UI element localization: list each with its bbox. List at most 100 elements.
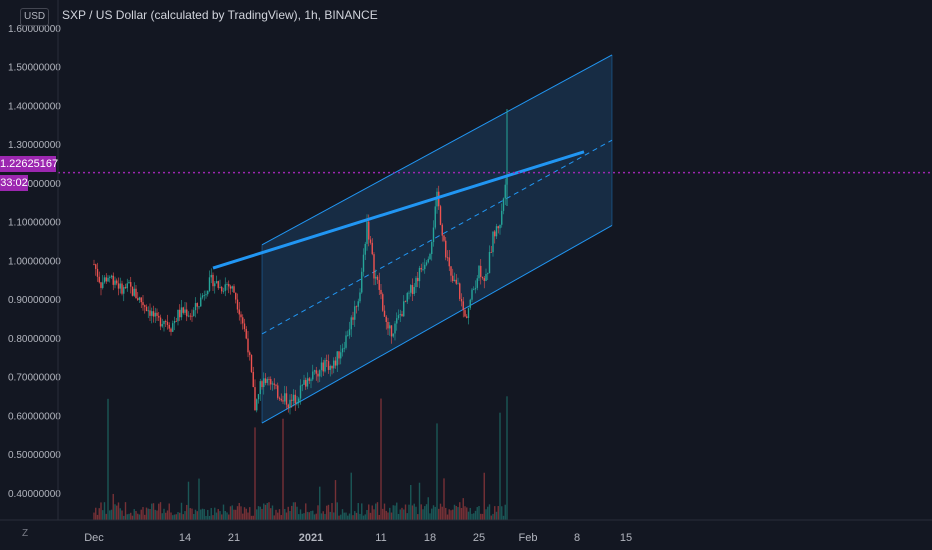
volume-bar [256,509,258,520]
volume-bar [462,498,464,520]
currency-badge[interactable]: USD [20,8,50,26]
volume-bar [250,515,253,520]
volume-bar [445,507,447,520]
volume-bar [289,511,291,520]
volume-bar [177,512,179,520]
candle-body [273,383,275,385]
candle-body [305,380,307,387]
candle-body [492,231,494,253]
volume-bar [252,515,254,520]
candle-body [366,221,368,244]
candle-body [256,399,258,411]
volume-bar [331,503,333,520]
volume-bar [137,513,139,520]
candle-body [404,301,407,303]
candle-body [298,398,300,402]
volume-bar [438,508,440,520]
candle-body [420,267,422,270]
candle-body [494,231,496,237]
volume-bar [182,514,184,520]
volume-bar [140,509,142,520]
candle-body [362,254,365,272]
candle-body [483,278,485,281]
volume-bar [298,514,300,520]
candle-body [231,286,233,289]
candle-body [445,240,447,258]
candle-body [368,221,370,240]
candle-body [291,399,293,401]
candle-body [469,299,471,308]
volume-bar [439,503,442,520]
candle-body [452,275,454,282]
volume-bar [497,506,499,520]
candle-body [238,309,240,315]
volume-bar [480,513,482,520]
volume-bar [354,511,356,520]
candle-body [275,384,277,386]
candle-body [357,301,359,307]
volume-bar [119,508,121,520]
volume-bar [154,509,156,520]
candle-body [158,315,160,318]
candle-body [142,302,144,306]
volume-bar [198,478,200,520]
volume-bar [382,508,384,520]
overlay-lines[interactable] [58,150,932,270]
candle-body [175,320,177,322]
candle-body [219,287,221,288]
candle-body [170,328,172,332]
candle-body [138,297,141,300]
volume-bar [180,502,183,520]
volume-bar [275,509,277,520]
time-axis-label: 21 [228,532,240,544]
candle-body [116,280,118,284]
volume-bar [443,478,445,520]
candle-body [408,292,410,294]
candle-body [207,290,209,295]
volume-bar [320,513,323,520]
volume-bar [387,512,389,520]
volume-bar [145,507,148,520]
volume-bar [427,497,429,520]
candle-body [186,309,188,317]
channel-upper-line [261,54,613,246]
volume-bar [492,513,494,520]
candle-body [466,316,468,318]
candle-body [413,287,415,294]
time-axis[interactable]: Dec 14 21 2021 11 18 25 Feb 8 15 [0,519,932,544]
timezone-icon[interactable]: Z [22,528,29,539]
candle-body [453,279,456,282]
candle-body [105,277,107,282]
volume-bar [380,398,382,520]
volume-bar [481,513,484,520]
price-axis[interactable]: 1.60000000 1.50000000 1.40000000 1.30000000… [8,0,61,520]
candle-body [126,283,128,289]
volume-bar [341,509,344,520]
volume-bar [315,513,317,520]
candle-body [406,293,408,302]
volume-bar [326,505,328,520]
volume-bar [385,510,387,520]
volume-bar [193,514,195,520]
volume-bar [200,509,202,520]
volume-bar [273,515,275,520]
volume-bar [319,486,321,520]
candle-body [193,310,195,317]
volume-bar [396,502,398,520]
volume-bar [226,512,228,520]
candle-body [327,361,330,370]
candle-body [268,379,270,380]
volume-bar [460,507,463,520]
candle-body [271,383,274,385]
candle-body [394,323,396,334]
volume-bar [310,511,312,520]
volume-histogram [93,396,508,520]
candle-body [285,393,288,405]
volume-bar [135,511,137,520]
candle-body [240,314,242,318]
time-axis-label: Feb [519,532,538,544]
candle-body [502,198,505,211]
price-axis-label: 1.30000000 [8,140,61,151]
candle-body [476,278,478,288]
